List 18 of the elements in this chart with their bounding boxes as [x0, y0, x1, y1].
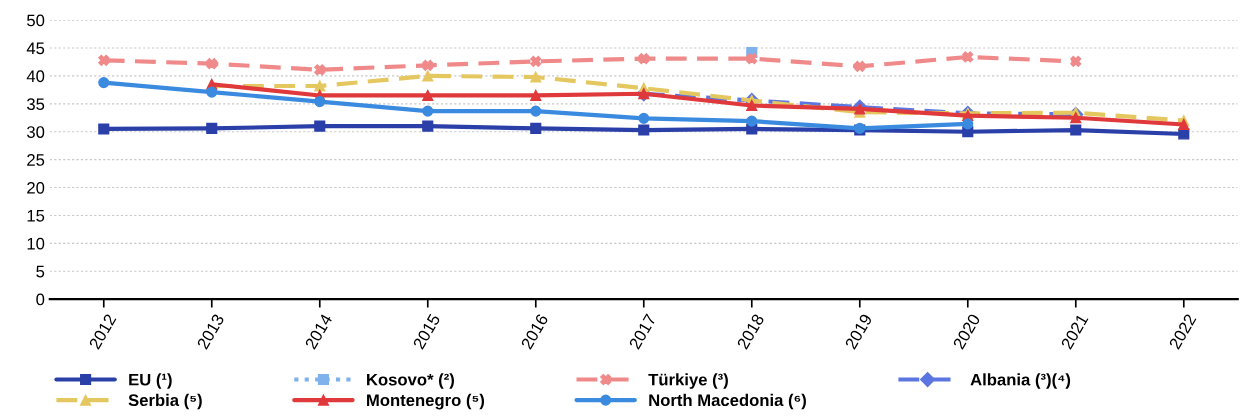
y-tick-label: 10: [27, 237, 45, 250]
y-tick-label: 40: [26, 70, 45, 83]
y-tick-label: 45: [26, 42, 45, 55]
legend-label: North Macedonia (⁶): [649, 393, 806, 410]
legend-label: Serbia (⁵): [128, 393, 202, 410]
y-tick-label: 15: [27, 210, 45, 222]
y-tick-label: 50: [27, 14, 45, 27]
legend-label: Türkiye (³): [648, 373, 728, 389]
legend-label: EU (¹): [129, 373, 172, 389]
y-tick-label: 20: [27, 181, 45, 194]
legend-label: Kosovo* (²): [367, 373, 454, 389]
legend-label: Albania (³)(⁴): [970, 373, 1071, 389]
y-tick-label: 0: [36, 293, 45, 306]
legend-label: Montenegro (⁵): [367, 393, 485, 410]
y-tick-label: 35: [27, 98, 45, 111]
y-tick-label: 5: [36, 265, 45, 278]
y-tick-label: 25: [27, 154, 45, 166]
y-tick-label: 30: [27, 126, 45, 138]
